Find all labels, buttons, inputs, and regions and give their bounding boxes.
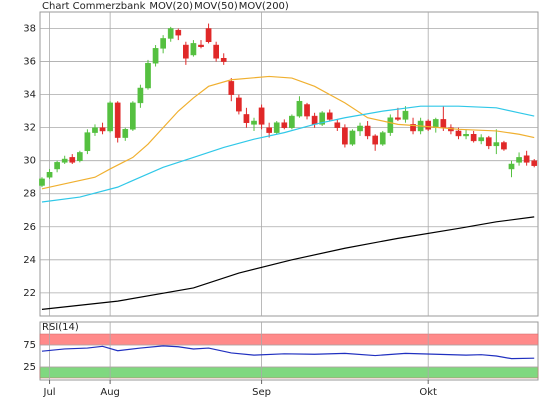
candle-body [319, 112, 326, 125]
rsi-band [39, 333, 539, 346]
candle-body [152, 48, 159, 64]
candle-body [183, 44, 189, 59]
line [41, 216, 535, 310]
line [41, 345, 535, 360]
candle-body [84, 132, 91, 152]
y-tick-label: 36 [23, 57, 36, 68]
candle-body [76, 152, 83, 161]
candle-body [266, 127, 272, 133]
chart-title: RSI(14) [42, 322, 79, 333]
candle-body [114, 102, 121, 138]
candle-body [372, 135, 379, 145]
x-tick-label: Okt [419, 387, 437, 398]
y-tick-label: 26 [23, 222, 36, 233]
legend-entry: MOV(20) [149, 1, 193, 12]
candle-body [39, 178, 45, 186]
candle-body [107, 102, 113, 132]
rsi-band [39, 366, 539, 379]
candle-body [273, 122, 280, 133]
candle-body [122, 129, 129, 138]
candle-body [379, 132, 386, 145]
candle-body [236, 97, 242, 112]
candle-body [410, 124, 416, 132]
candle-body [304, 104, 310, 117]
candle-body [531, 160, 538, 166]
candle-body [516, 157, 522, 163]
candle-body [137, 87, 144, 104]
plot-area [39, 11, 539, 317]
line [41, 75, 535, 190]
candle-body [99, 127, 106, 132]
candle-body [213, 44, 219, 59]
candle-body [508, 163, 515, 170]
candle-body [364, 125, 371, 137]
candle-body [258, 107, 265, 125]
candle-body [326, 112, 333, 120]
candle-body [198, 44, 204, 47]
candle-body [455, 130, 462, 137]
y-tick-label: 28 [23, 189, 36, 200]
chart-title: Chart Commerzbank [42, 1, 146, 12]
y-tick-label: 25 [23, 362, 36, 373]
candle-body [485, 137, 492, 147]
candle-body [281, 122, 288, 128]
candle-body [493, 142, 500, 147]
candle-body [463, 134, 469, 137]
candle-body [228, 81, 235, 95]
legend-entry: MOV(50) [194, 1, 238, 12]
candle-body [395, 117, 401, 120]
candle-body [92, 127, 98, 133]
candle-body [69, 157, 76, 163]
candle-body [220, 58, 227, 62]
line [41, 105, 535, 203]
x-tick-label: Aug [100, 387, 120, 398]
candle-body [251, 120, 257, 125]
candle-body [402, 110, 409, 120]
candle-body [311, 115, 318, 125]
candle-body [501, 142, 507, 150]
y-tick-label: 24 [23, 255, 36, 266]
candle-body [478, 137, 485, 142]
candle-body [470, 134, 477, 142]
candle-body [190, 43, 197, 56]
candle-body [175, 29, 182, 36]
candle-body [296, 100, 303, 117]
candle-body [54, 162, 60, 170]
candle-body [205, 28, 212, 42]
candle-body [243, 114, 250, 123]
candle-body [61, 158, 68, 163]
candle-body [167, 28, 174, 39]
candle-body [130, 102, 136, 130]
y-tick-label: 30 [23, 156, 36, 167]
candle-body [432, 119, 439, 128]
candle-body [145, 62, 151, 89]
candle-body [523, 155, 530, 163]
candle-body [289, 115, 295, 128]
candle-body [440, 119, 447, 128]
candle-body [349, 130, 356, 145]
legend-entry: MOV(200) [239, 1, 289, 12]
y-tick-label: 38 [23, 24, 36, 35]
candle-body [425, 120, 432, 130]
candle-body [342, 127, 348, 145]
candle-body [334, 122, 341, 128]
candle-body [46, 172, 53, 178]
y-tick-label: 22 [23, 288, 36, 299]
y-tick-label: 75 [23, 340, 36, 351]
y-tick-label: 34 [23, 90, 36, 101]
y-tick-label: 32 [23, 123, 36, 134]
x-tick-label: Sep [252, 387, 271, 398]
candle-body [387, 117, 394, 133]
candle-body [160, 38, 166, 49]
x-tick-label: Jul [43, 387, 56, 398]
candle-body [357, 125, 363, 132]
